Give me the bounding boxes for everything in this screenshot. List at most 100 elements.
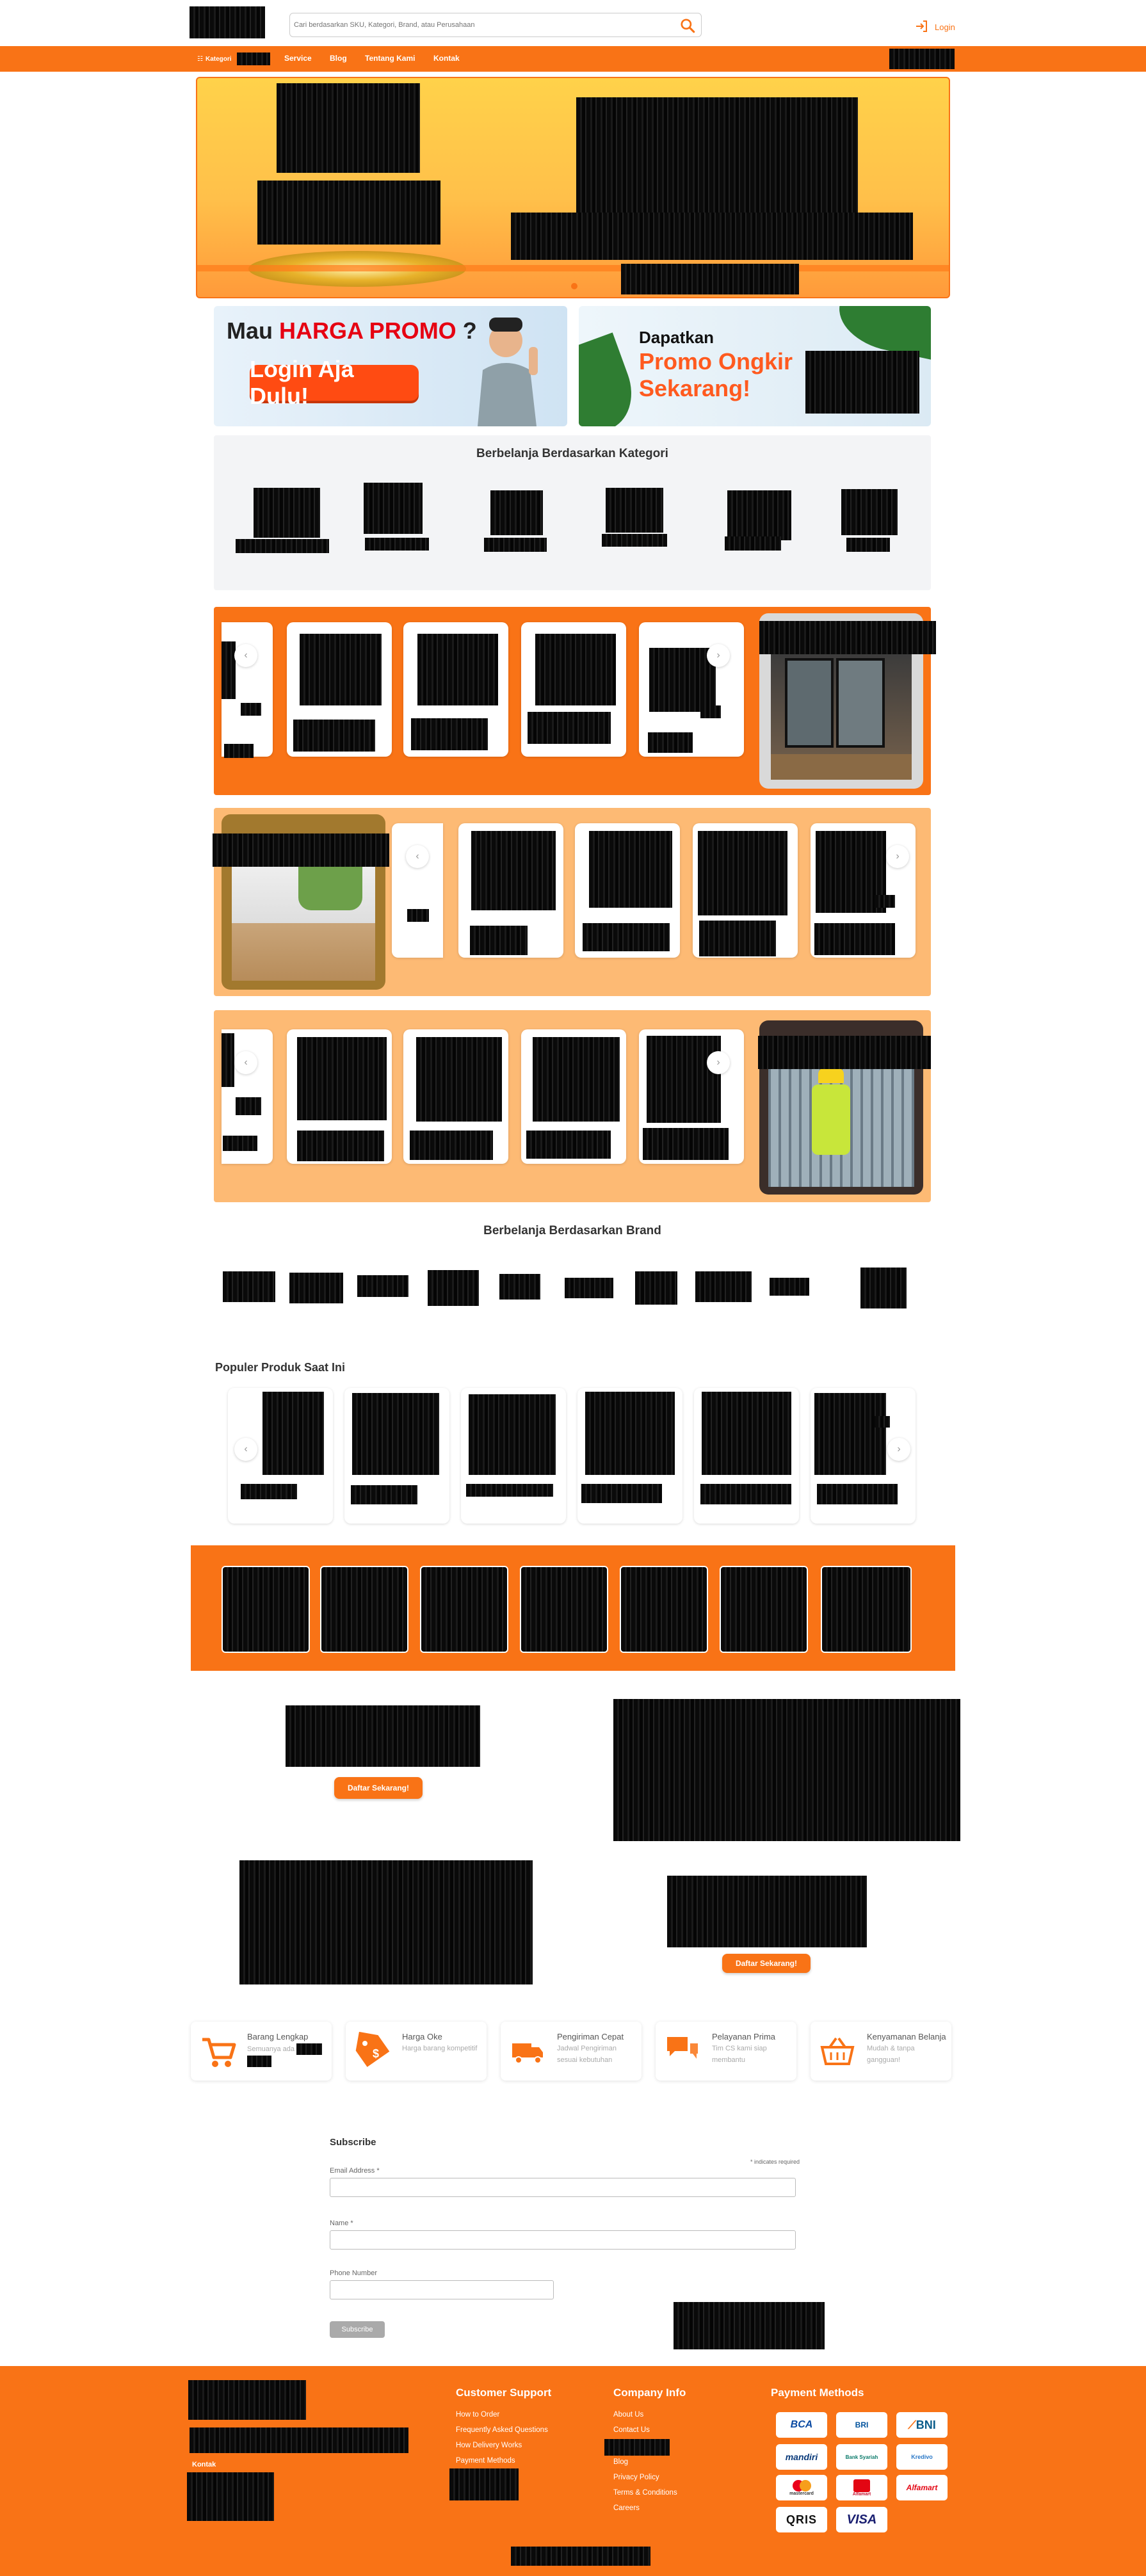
promo-ongkir-banner[interactable]: Dapatkan Promo Ongkir Sekarang!	[579, 306, 931, 426]
carousel-prev-button[interactable]: ‹	[406, 845, 429, 868]
kategori-item[interactable]	[606, 488, 663, 533]
kategori-item[interactable]	[254, 488, 320, 538]
promo-login-button[interactable]: Login Aja Dulu!	[250, 356, 419, 409]
product-card[interactable]	[461, 1388, 566, 1524]
site-logo[interactable]	[190, 6, 265, 38]
cta-1-register-button[interactable]: Daftar Sekarang!	[334, 1777, 423, 1799]
brand-item[interactable]	[287, 1264, 346, 1308]
hero-banner[interactable]	[196, 77, 950, 298]
product-card[interactable]	[344, 1388, 449, 1524]
brand-item[interactable]	[626, 1264, 685, 1308]
product-card[interactable]	[392, 823, 443, 958]
partner-item[interactable]	[420, 1566, 508, 1653]
product-card[interactable]	[639, 622, 744, 757]
partner-item[interactable]	[520, 1566, 608, 1653]
footer-copyright	[511, 2547, 650, 2566]
nav-service[interactable]: Service	[284, 54, 312, 63]
brand-item[interactable]	[854, 1264, 913, 1311]
product-card[interactable]	[694, 1388, 799, 1524]
nav-kategori[interactable]: ☷ Kategori	[197, 51, 270, 67]
product-card[interactable]	[222, 622, 273, 758]
product-card[interactable]	[222, 1029, 273, 1164]
nav-kontak[interactable]: Kontak	[433, 54, 460, 63]
name-field[interactable]	[330, 2230, 796, 2250]
footer-link-faq[interactable]: Frequently Asked Questions	[456, 2426, 548, 2434]
carousel-next-button[interactable]: ›	[886, 845, 909, 868]
kategori-item[interactable]	[841, 489, 898, 535]
nav-blog[interactable]: Blog	[330, 54, 347, 63]
kategori-item[interactable]	[727, 490, 791, 540]
cta-2-register-button[interactable]: Daftar Sekarang!	[722, 1954, 811, 1973]
product-card[interactable]	[577, 1388, 682, 1524]
brand-item[interactable]	[423, 1264, 481, 1308]
product-card[interactable]	[403, 622, 508, 757]
kategori-item-label[interactable]	[846, 538, 890, 552]
product-card[interactable]	[811, 823, 916, 958]
footer-link-terms[interactable]: Terms & Conditions	[613, 2489, 677, 2497]
search-icon[interactable]	[679, 17, 696, 34]
product-card[interactable]	[639, 1029, 744, 1164]
footer-link-payment[interactable]: Payment Methods	[456, 2457, 515, 2465]
chat-icon	[663, 2032, 702, 2070]
partner-item[interactable]	[720, 1566, 808, 1653]
hero-cta[interactable]	[621, 264, 799, 294]
kategori-item-label[interactable]	[725, 536, 781, 551]
partner-strip	[191, 1545, 955, 1671]
brand-item[interactable]	[694, 1264, 753, 1308]
product-card[interactable]	[693, 823, 798, 958]
partner-item[interactable]	[320, 1566, 408, 1653]
subscribe-button[interactable]: Subscribe	[330, 2321, 385, 2338]
carousel-next-button[interactable]: ›	[887, 1438, 910, 1461]
nav-tentang-kami[interactable]: Tentang Kami	[365, 54, 416, 63]
kategori-item[interactable]	[364, 483, 423, 534]
product-card[interactable]	[287, 622, 392, 757]
product-card[interactable]	[458, 823, 563, 958]
kategori-title: Berbelanja Berdasarkan Kategori	[476, 447, 668, 460]
partner-item[interactable]	[222, 1566, 310, 1653]
brand-item[interactable]	[355, 1264, 414, 1308]
carousel-prev-button[interactable]: ‹	[234, 644, 257, 667]
search-input[interactable]	[294, 17, 665, 33]
kategori-item[interactable]	[490, 490, 543, 535]
brand-item[interactable]	[762, 1264, 821, 1308]
nav-kategori-dropdown[interactable]	[236, 52, 270, 65]
footer-link-contact[interactable]: Contact Us	[613, 2426, 650, 2434]
kategori-item-label[interactable]	[365, 538, 429, 551]
partner-item[interactable]	[821, 1566, 912, 1653]
product-card[interactable]	[521, 1029, 626, 1164]
payment-alfamart-logo-2: Alfamart	[896, 2475, 948, 2500]
product-card[interactable]	[403, 1029, 508, 1164]
carousel-prev-button[interactable]: ‹	[234, 1438, 257, 1461]
product-card[interactable]	[287, 1029, 392, 1164]
hero-carousel-dot[interactable]	[571, 283, 577, 289]
product-card[interactable]	[521, 622, 626, 757]
footer-link-how-to-order[interactable]: How to Order	[456, 2411, 500, 2419]
footer-link-privacy[interactable]: Privacy Policy	[613, 2474, 659, 2481]
footer-link-blog[interactable]: Blog	[613, 2458, 629, 2466]
nav-right-item[interactable]	[889, 49, 955, 69]
login-link[interactable]: Login	[914, 18, 955, 36]
feature-barang-lengkap: Barang Lengkap Semuanya ada	[191, 2022, 332, 2081]
brand-item[interactable]	[558, 1264, 617, 1308]
cta-2-image	[239, 1860, 533, 1984]
footer-link-careers[interactable]: Careers	[613, 2504, 640, 2512]
brand-item[interactable]	[490, 1264, 549, 1308]
phone-field[interactable]	[330, 2280, 554, 2299]
carousel-next-button[interactable]: ›	[707, 644, 730, 667]
partner-item[interactable]	[620, 1566, 708, 1653]
product-card[interactable]	[575, 823, 680, 958]
carousel-next-button[interactable]: ›	[707, 1051, 730, 1074]
kategori-item-label[interactable]	[236, 539, 329, 553]
promo-login-banner[interactable]: Mau HARGA PROMO ? Login Aja Dulu!	[214, 306, 567, 426]
product-section-2-title	[213, 833, 389, 867]
footer-link-delivery[interactable]: How Delivery Works	[456, 2442, 522, 2449]
email-field[interactable]	[330, 2178, 796, 2197]
kategori-item-label[interactable]	[602, 534, 667, 547]
carousel-prev-button[interactable]: ‹	[234, 1051, 257, 1074]
brand-item[interactable]	[219, 1264, 278, 1308]
kategori-item-label[interactable]	[484, 538, 547, 552]
footer	[0, 2366, 1146, 2576]
search-bar[interactable]	[289, 13, 702, 37]
nav-bar	[0, 46, 1146, 72]
footer-link-about[interactable]: About Us	[613, 2411, 644, 2419]
